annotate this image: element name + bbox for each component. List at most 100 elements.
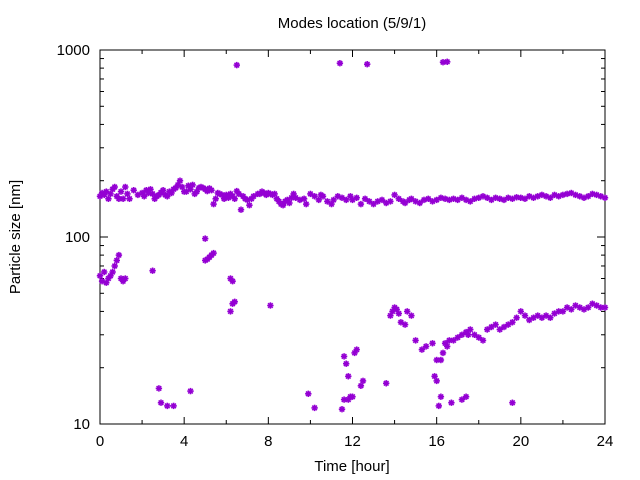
- data-point: [513, 194, 520, 201]
- data-point: [117, 188, 125, 195]
- data-point: [201, 235, 209, 242]
- data-point: [597, 304, 604, 311]
- x-axis: 0 4 8 12 16 20 24: [96, 50, 614, 450]
- data-point: [231, 298, 238, 305]
- y-axis: 10 100 1000: [57, 42, 605, 433]
- data-point: [433, 377, 440, 385]
- data-point: [122, 183, 129, 191]
- data-point: [286, 199, 293, 207]
- data-point: [450, 337, 457, 344]
- data-point: [471, 331, 478, 338]
- data-point: [509, 319, 516, 326]
- data-point: [547, 194, 554, 202]
- data-point: [267, 302, 274, 309]
- y-tick-label: 1000: [57, 42, 90, 59]
- data-point: [422, 343, 430, 350]
- data-point: [444, 58, 451, 65]
- data-point: [513, 314, 520, 321]
- data-point: [357, 200, 365, 208]
- data-point: [425, 195, 432, 203]
- x-tick-label: 20: [512, 433, 529, 450]
- data-point: [391, 191, 398, 199]
- data-point: [412, 337, 419, 344]
- data-point: [305, 390, 312, 397]
- data-point: [311, 193, 318, 200]
- data-point: [437, 356, 445, 364]
- data-point: [357, 382, 365, 389]
- data-point: [370, 200, 377, 208]
- data-point: [210, 200, 217, 208]
- data-point: [233, 61, 241, 69]
- data-point: [467, 326, 474, 333]
- data-point: [107, 190, 114, 198]
- data-point: [353, 346, 360, 353]
- data-point: [336, 60, 344, 67]
- data-point: [479, 337, 487, 344]
- data-point: [395, 310, 402, 317]
- data-point: [387, 198, 394, 205]
- data-point: [467, 198, 474, 205]
- data-point: [111, 183, 118, 191]
- data-point: [159, 186, 167, 194]
- data-point: [340, 353, 348, 360]
- data-point: [115, 195, 123, 203]
- data-point: [585, 304, 592, 311]
- data-point: [439, 349, 447, 357]
- data-point: [547, 314, 554, 321]
- data-point: [437, 393, 445, 400]
- data-point: [359, 377, 367, 385]
- data-point: [353, 194, 360, 202]
- y-tick-label: 10: [73, 416, 90, 433]
- data-point: [149, 267, 156, 274]
- data-point: [96, 272, 104, 279]
- data-point: [364, 60, 371, 68]
- data-point: [170, 402, 177, 410]
- x-tick-label: 16: [428, 433, 445, 450]
- data-point: [429, 340, 436, 347]
- data-point: [271, 190, 278, 198]
- data-point: [418, 346, 426, 353]
- data-point: [210, 249, 217, 257]
- data-point: [189, 181, 196, 189]
- x-axis-label: Time [hour]: [314, 458, 389, 475]
- data-point: [246, 201, 253, 209]
- data-point: [509, 399, 516, 406]
- data-point: [568, 306, 575, 313]
- data-point: [164, 402, 171, 410]
- data-point: [343, 360, 350, 367]
- data-point: [100, 268, 108, 276]
- data-point: [124, 190, 131, 198]
- data-point: [395, 195, 402, 203]
- data-point: [227, 308, 234, 315]
- data-point: [157, 399, 165, 406]
- plot-frame: [99, 49, 606, 425]
- data-point: [319, 193, 327, 200]
- x-tick-label: 0: [96, 433, 104, 450]
- data-point: [105, 195, 112, 203]
- data-point: [601, 304, 609, 311]
- data-point: [458, 396, 466, 403]
- data-point: [187, 387, 194, 395]
- data-point: [113, 257, 121, 264]
- data-point: [231, 195, 238, 203]
- data-point: [119, 195, 127, 203]
- data-point: [122, 275, 129, 282]
- data-point: [208, 186, 215, 194]
- data-point: [361, 195, 369, 203]
- data-point: [559, 308, 567, 315]
- data-point: [229, 278, 236, 285]
- data-point: [300, 195, 308, 203]
- data-point: [324, 198, 331, 205]
- data-point: [601, 194, 609, 202]
- data-point: [509, 195, 516, 203]
- data-point: [517, 308, 524, 315]
- data-point: [555, 308, 562, 315]
- data-point: [454, 334, 461, 341]
- data-point: [408, 312, 415, 319]
- data-point: [465, 331, 472, 338]
- data-point: [345, 373, 352, 380]
- data-point: [98, 278, 106, 285]
- x-tick-label: 24: [597, 433, 614, 450]
- data-point: [303, 200, 310, 208]
